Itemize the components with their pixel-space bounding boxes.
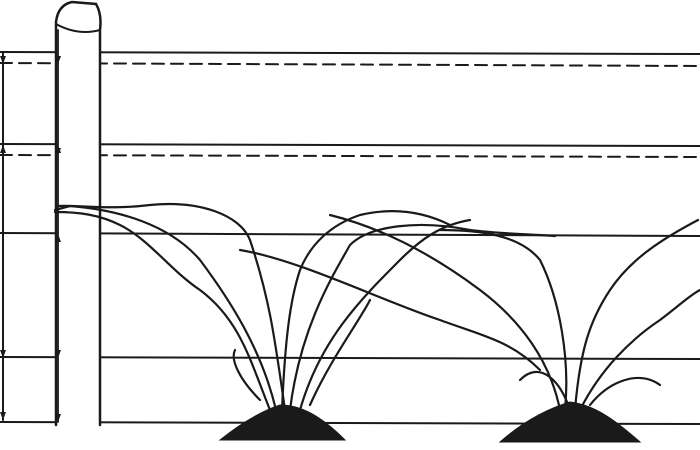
- post-cap: [55, 23, 101, 33]
- grapevine-left-base: [218, 404, 347, 441]
- wire-fruiting: [0, 232, 700, 237]
- wire-low: [0, 356, 700, 360]
- wire-top-dashed: [0, 62, 700, 67]
- wire-middle: [0, 143, 700, 147]
- wire-middle-dashed: [0, 154, 700, 158]
- arrow-marks: [0, 56, 61, 422]
- wire-top: [0, 51, 700, 55]
- grapevine-right-base: [498, 401, 642, 443]
- grapevine-right: [328, 213, 700, 412]
- grapevine-left: [53, 203, 557, 412]
